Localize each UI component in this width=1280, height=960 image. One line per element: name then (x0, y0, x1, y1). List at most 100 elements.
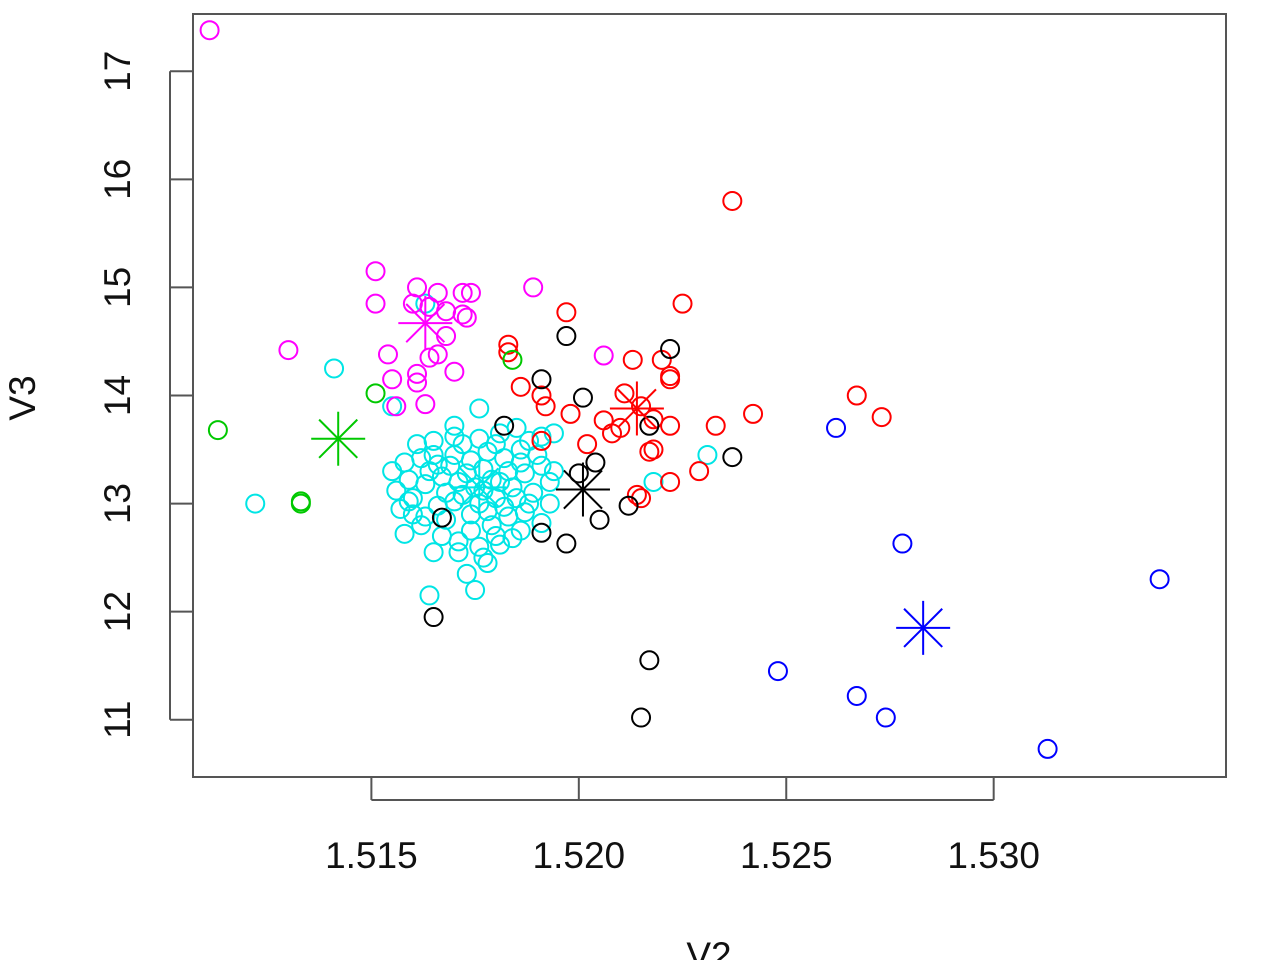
data-point (278, 340, 299, 361)
data-point (448, 542, 469, 563)
data-point (207, 420, 228, 441)
data-point (1037, 738, 1058, 759)
centroid-marker (311, 411, 366, 466)
data-point (556, 326, 577, 347)
data-point (460, 282, 481, 303)
data-point (531, 426, 552, 447)
centroid-marker (555, 462, 610, 517)
data-point (452, 282, 473, 303)
data-point (394, 523, 415, 544)
data-point (481, 515, 502, 536)
data-point (660, 369, 681, 390)
data-point (531, 513, 552, 534)
x-tick-label: 1.525 (740, 835, 833, 876)
data-point (419, 347, 440, 368)
data-point (593, 410, 614, 431)
data-point (506, 417, 527, 438)
data-point (199, 20, 220, 41)
data-point (444, 361, 465, 382)
data-point (365, 383, 386, 404)
data-point (377, 344, 398, 365)
data-point (523, 482, 544, 503)
data-point (456, 563, 477, 584)
data-point (386, 480, 407, 501)
y-axis-label: V3 (2, 375, 43, 420)
x-axis: 1.515 1.520 1.525 1.530 (325, 778, 1040, 876)
data-point (660, 415, 681, 436)
data-point (469, 428, 490, 449)
data-point (531, 455, 552, 476)
data-point (502, 528, 523, 549)
data-point (382, 369, 403, 390)
data-points (199, 20, 1170, 759)
data-point (722, 190, 743, 211)
centroid-marker (398, 296, 453, 351)
data-point (436, 482, 457, 503)
data-point (543, 461, 564, 482)
data-point (415, 506, 436, 527)
data-point (407, 363, 428, 384)
x-tick-label: 1.530 (947, 835, 1040, 876)
data-point (614, 383, 635, 404)
data-point (431, 507, 452, 528)
data-point (494, 415, 515, 436)
data-point (622, 349, 643, 370)
data-point (415, 394, 436, 415)
x-tick-label: 1.515 (325, 835, 418, 876)
data-point (697, 444, 718, 465)
data-point (365, 261, 386, 282)
data-point (556, 302, 577, 323)
data-point (382, 396, 403, 417)
data-point (398, 469, 419, 490)
data-point (456, 307, 477, 328)
data-point (440, 455, 461, 476)
data-point (585, 452, 606, 473)
data-point (398, 491, 419, 512)
centroid-markers (311, 296, 951, 655)
data-point (365, 293, 386, 314)
plot-frame (192, 13, 1227, 778)
data-point (382, 461, 403, 482)
data-point (423, 444, 444, 465)
data-point (705, 415, 726, 436)
data-point (577, 434, 598, 455)
data-point (643, 471, 664, 492)
data-point (473, 458, 494, 479)
data-point (477, 553, 498, 574)
data-point (589, 509, 610, 530)
data-point (485, 434, 506, 455)
y-tick-label: 14 (97, 375, 138, 416)
data-point (846, 685, 867, 706)
data-point (568, 463, 589, 484)
data-point (689, 461, 710, 482)
data-point (290, 493, 311, 514)
data-point (531, 522, 552, 543)
data-point (519, 430, 540, 451)
data-point (460, 450, 481, 471)
data-point (531, 430, 552, 451)
centroid-marker (609, 381, 664, 436)
x-tick-label: 1.520 (533, 835, 626, 876)
x-axis-label: V2 (686, 935, 731, 960)
data-point (498, 334, 519, 355)
data-point (407, 277, 428, 298)
data-point (639, 441, 660, 462)
data-point (631, 396, 652, 417)
y-tick-label: 12 (97, 591, 138, 632)
data-point (402, 488, 423, 509)
y-tick-label: 16 (97, 159, 138, 200)
data-point (394, 452, 415, 473)
data-point (514, 463, 535, 484)
data-point (469, 536, 490, 557)
data-point (502, 349, 523, 370)
y-tick-label: 15 (97, 267, 138, 308)
data-point (423, 542, 444, 563)
y-axis: 11 12 13 14 15 16 17 (97, 51, 192, 739)
data-point (639, 415, 660, 436)
data-point (639, 650, 660, 671)
data-point (324, 358, 345, 379)
data-point (593, 345, 614, 366)
data-point (535, 396, 556, 417)
data-point (610, 417, 631, 438)
